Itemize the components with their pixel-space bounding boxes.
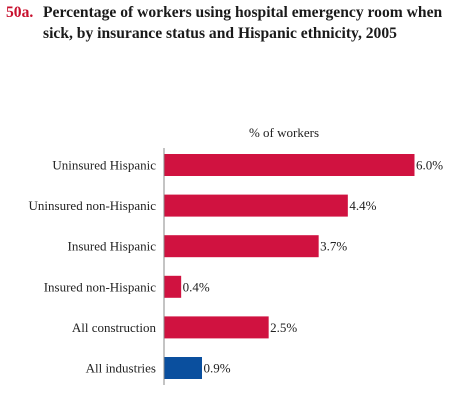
- value-label-insured-non-hispanic: 0.4%: [183, 279, 210, 294]
- category-label-all-industries: All industries: [86, 361, 156, 376]
- category-label-all-construction: All construction: [72, 320, 157, 335]
- category-label-uninsured-non-hispanic: Uninsured non-Hispanic: [29, 198, 157, 213]
- bar-all-industries: [164, 357, 202, 379]
- value-label-all-industries: 0.9%: [204, 361, 231, 376]
- value-label-uninsured-non-hispanic: 4.4%: [349, 198, 376, 213]
- bars-group: Uninsured Hispanic 6.0% Uninsured non-Hisp…: [29, 154, 443, 379]
- bar-uninsured-hispanic: [164, 154, 415, 176]
- figure-title: Percentage of workers using hospital eme…: [43, 4, 443, 42]
- bar-uninsured-non-hispanic: [164, 194, 348, 217]
- category-label-uninsured-hispanic: Uninsured Hispanic: [52, 158, 156, 173]
- category-label-insured-non-hispanic: Insured non-Hispanic: [44, 279, 157, 294]
- figure-title-block: 50a. Percentage of workers using hospita…: [6, 2, 446, 44]
- bar-all-construction: [164, 316, 269, 339]
- value-label-all-construction: 2.5%: [270, 320, 297, 335]
- value-label-insured-hispanic: 3.7%: [320, 239, 347, 254]
- bar-insured-non-hispanic: [164, 275, 182, 298]
- axis-title: % of workers: [249, 125, 319, 140]
- bar-insured-hispanic: [164, 235, 319, 258]
- value-label-uninsured-hispanic: 6.0%: [416, 158, 443, 173]
- figure-number: 50a.: [6, 4, 34, 21]
- category-label-insured-hispanic: Insured Hispanic: [68, 239, 157, 254]
